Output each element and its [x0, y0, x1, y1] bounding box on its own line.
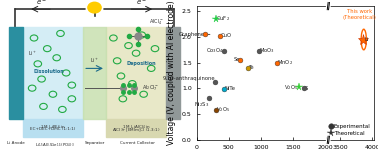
- Text: Li$^+$: Li$^+$: [28, 49, 37, 58]
- Text: MoO$_3$: MoO$_3$: [259, 46, 275, 55]
- Text: Ni$_2$S$_3$: Ni$_2$S$_3$: [194, 100, 209, 109]
- Text: EC+DEC+DMC (1:1:1): EC+DEC+DMC (1:1:1): [30, 127, 76, 131]
- Text: Al$_2$Cl$_7^-$: Al$_2$Cl$_7^-$: [142, 83, 159, 93]
- Text: e$^-$: e$^-$: [36, 0, 47, 7]
- Text: Dissolution: Dissolution: [34, 69, 65, 74]
- Circle shape: [88, 2, 101, 13]
- Text: Se: Se: [234, 57, 240, 62]
- Bar: [23, 119, 83, 137]
- Text: This work
(Theoretical): This work (Theoretical): [343, 9, 376, 20]
- Text: Te: Te: [249, 65, 254, 70]
- Text: S: S: [305, 86, 308, 91]
- Text: Li$_{1.5}$Al$_{0.5}$Ge$_{1.5}$(PO$_4$)$_3$: Li$_{1.5}$Al$_{0.5}$Ge$_{1.5}$(PO$_4$)$_…: [35, 141, 74, 149]
- Text: CuF$_2$: CuF$_2$: [217, 14, 231, 23]
- Text: AlCl$_3$+[EMIm]Cl (1.3:1): AlCl$_3$+[EMIm]Cl (1.3:1): [112, 127, 160, 134]
- Text: e$^-$: e$^-$: [136, 0, 147, 7]
- Text: Current Collector: Current Collector: [121, 141, 155, 145]
- Bar: [9, 27, 23, 119]
- Text: Co$_3$O$_4$: Co$_3$O$_4$: [206, 46, 224, 55]
- Text: Li Anode: Li Anode: [7, 141, 25, 145]
- Text: V$_2$O$_5$: V$_2$O$_5$: [284, 83, 298, 92]
- Text: Li$^+$: Li$^+$: [90, 56, 99, 65]
- Text: 1 M LiPF$_6$ in: 1 M LiPF$_6$ in: [40, 123, 66, 131]
- Text: Deposition: Deposition: [127, 61, 156, 66]
- Text: CuO: CuO: [221, 33, 232, 38]
- Bar: [83, 27, 106, 119]
- Bar: [106, 119, 166, 137]
- Text: V$_2$O$_5$: V$_2$O$_5$: [216, 105, 231, 114]
- Bar: [106, 27, 166, 119]
- Text: Graphene: Graphene: [178, 32, 204, 37]
- Text: Separator: Separator: [84, 141, 105, 145]
- Y-axis label: Voltage (V, coupled with Al electrode): Voltage (V, coupled with Al electrode): [167, 1, 176, 145]
- Text: AlCl$_4^-$: AlCl$_4^-$: [149, 18, 164, 27]
- Bar: [23, 27, 83, 119]
- Text: Li: Li: [364, 37, 369, 42]
- Text: MnO$_2$: MnO$_2$: [277, 58, 293, 67]
- Text: 1 M LiAlCl$_4$ in: 1 M LiAlCl$_4$ in: [122, 123, 150, 131]
- Text: NiTe: NiTe: [225, 86, 236, 91]
- Text: 9,10-anthraquinone: 9,10-anthraquinone: [162, 76, 215, 81]
- Legend: Experimental, Theoretical: Experimental, Theoretical: [328, 123, 372, 137]
- Bar: [166, 27, 180, 119]
